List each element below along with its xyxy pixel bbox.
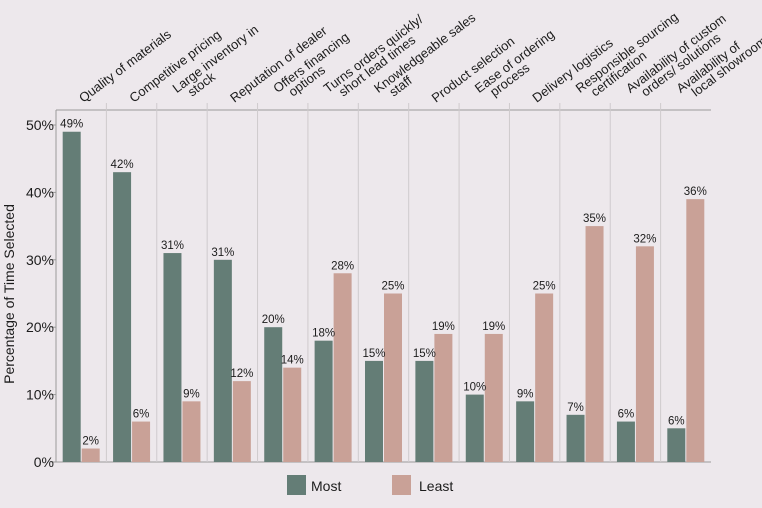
- bar-most-knowledgeable-sales-staff: [365, 360, 383, 462]
- legend-swatch-least: [392, 475, 411, 495]
- bar-most-offers-financing-options: [264, 327, 283, 462]
- bar-least-reputation-of-dealer: [232, 381, 251, 462]
- data-label-least: 28%: [331, 260, 354, 272]
- bar-least-quality-of-materials: [81, 448, 100, 462]
- data-label-most: 6%: [618, 409, 635, 421]
- legend-label-least: Least: [419, 478, 453, 494]
- y-tick-label: 40%: [26, 184, 54, 200]
- data-label-most: 42%: [111, 159, 134, 171]
- data-label-most: 7%: [567, 402, 584, 414]
- bar-most-large-inventory-in-stock: [163, 253, 182, 462]
- bar-least-availability-of-custom-orders-solutions: [635, 246, 654, 462]
- data-label-least: 35%: [583, 213, 606, 225]
- data-label-least: 19%: [432, 321, 455, 333]
- legend-swatch-most: [287, 475, 306, 495]
- bar-least-delivery-logistics: [535, 293, 554, 462]
- bar-least-offers-financing-options: [283, 367, 302, 462]
- bar-most-product-selection: [415, 360, 434, 462]
- bar-least-knowledgeable-sales-staff: [384, 293, 402, 462]
- y-tick-label: 10%: [26, 387, 54, 403]
- data-label-most: 15%: [413, 348, 436, 360]
- bar-least-ease-of-ordering-process: [484, 333, 503, 462]
- data-label-least: 25%: [381, 281, 404, 293]
- data-label-most: 18%: [312, 328, 335, 340]
- bar-least-large-inventory-in-stock: [182, 401, 201, 462]
- y-tick-label: 0%: [34, 454, 54, 470]
- data-label-least: 19%: [482, 321, 505, 333]
- data-label-most: 9%: [517, 388, 534, 400]
- data-labels: 49% 2% 42% 6% 31% 9% 31% 12% 20% 14% 18% 28% 15% 25% 1…: [60, 119, 707, 448]
- category-label-quality-of-materials: Quality of materials: [76, 26, 174, 105]
- y-tick-label: 20%: [26, 319, 54, 335]
- data-label-most: 31%: [161, 240, 184, 252]
- legend-label-most: Most: [311, 478, 341, 494]
- data-label-most: 6%: [668, 415, 685, 427]
- category-label-line: Quality of materials: [76, 26, 174, 105]
- bar-least-turns-orders-quickly-short-lead-times: [333, 273, 352, 462]
- data-label-least: 36%: [684, 186, 707, 198]
- bar-most-turns-orders-quickly-short-lead-times: [314, 340, 333, 462]
- y-tick-label: 30%: [26, 252, 54, 268]
- bars: [62, 131, 705, 463]
- bar-most-reputation-of-dealer: [213, 259, 232, 462]
- bar-least-competitive-pricing: [132, 421, 151, 462]
- bar-most-ease-of-ordering-process: [465, 394, 484, 462]
- data-label-least: 9%: [183, 388, 200, 400]
- bar-most-quality-of-materials: [62, 131, 81, 463]
- legend: Most Least: [287, 475, 453, 495]
- data-label-most: 20%: [262, 314, 285, 326]
- y-tick-label: 50%: [26, 117, 54, 133]
- bar-least-product-selection: [434, 333, 453, 462]
- bar-least-responsible-sourcing-certification: [585, 226, 604, 462]
- data-label-least: 6%: [133, 409, 150, 421]
- data-label-most: 31%: [211, 247, 234, 259]
- data-label-most: 10%: [463, 382, 486, 394]
- data-label-most: 49%: [60, 119, 83, 131]
- bar-least-availability-of-local-showrooms: [686, 199, 705, 462]
- data-label-least: 12%: [230, 368, 253, 380]
- bar-most-responsible-sourcing-certification: [566, 414, 585, 462]
- bar-most-availability-of-custom-orders-solutions: [616, 421, 635, 462]
- data-label-most: 15%: [362, 348, 385, 360]
- bar-most-competitive-pricing: [113, 172, 132, 462]
- data-label-least: 32%: [633, 233, 656, 245]
- bar-most-delivery-logistics: [516, 401, 535, 462]
- data-label-least: 2%: [82, 436, 99, 448]
- data-label-least: 25%: [533, 281, 556, 293]
- bar-most-availability-of-local-showrooms: [667, 428, 686, 462]
- y-axis-title: Percentage of Time Selected: [1, 204, 17, 384]
- data-label-least: 14%: [281, 355, 304, 367]
